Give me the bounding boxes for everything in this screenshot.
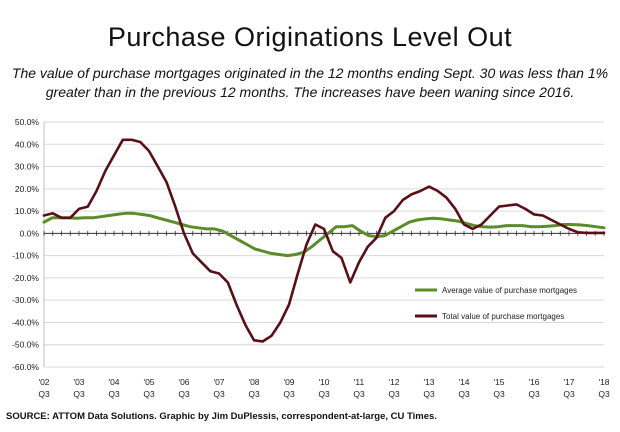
gridlines <box>43 121 605 368</box>
x-tick-quarter: Q3 <box>73 389 85 399</box>
y-tick-label: -10.0% <box>12 251 39 261</box>
chart-subtitle: The value of purchase mortgages originat… <box>11 65 609 100</box>
x-tick-quarter: Q3 <box>283 389 295 399</box>
y-tick-label: 50.0% <box>15 117 40 127</box>
x-tick-year: '02 <box>38 377 49 387</box>
y-tick-label: 30.0% <box>15 162 40 172</box>
x-tick-year: '14 <box>458 377 469 387</box>
x-tick-year: '07 <box>213 377 224 387</box>
x-tick-quarter: Q3 <box>213 389 225 399</box>
legend-label: Average value of purchase mortgages <box>442 286 577 295</box>
x-tick-quarter: Q3 <box>353 389 365 399</box>
y-tick-label: 10.0% <box>15 206 40 216</box>
legend-label: Total value of purchase mortgages <box>442 312 564 321</box>
x-tick-year: '18 <box>598 377 609 387</box>
y-tick-label: 40.0% <box>15 139 40 149</box>
x-tick-year: '17 <box>563 377 574 387</box>
x-tick-quarter: Q3 <box>598 389 610 399</box>
x-axis-ticks: '02 Q3 '03 Q3 '04 Q3 '05 Q3 '06 Q3 '07 Q3 '08 Q3 '09 Q3… <box>38 377 610 399</box>
x-tick-quarter: Q3 <box>423 389 435 399</box>
y-tick-label: -40.0% <box>12 317 39 327</box>
x-tick-year: '10 <box>318 377 329 387</box>
source-note: SOURCE: ATTOM Data Solutions. Graphic by… <box>6 411 437 422</box>
x-tick-year: '11 <box>354 377 365 387</box>
x-tick-quarter: Q3 <box>458 389 470 399</box>
x-tick-year: '16 <box>528 377 539 387</box>
y-axis-ticks: 50.0% 40.0% 30.0% 20.0% 10.0% 0.0% -10.0% -20.0… <box>12 117 39 372</box>
x-tick-year: '09 <box>283 377 294 387</box>
x-tick-quarter: Q3 <box>318 389 330 399</box>
x-tick-year: '04 <box>108 377 119 387</box>
x-tick-year: '08 <box>248 377 259 387</box>
chart-title: Purchase Originations Level Out <box>107 22 513 52</box>
y-tick-label: -30.0% <box>12 295 39 305</box>
y-tick-label: -50.0% <box>12 340 39 350</box>
y-tick-label: 20.0% <box>15 184 40 194</box>
y-tick-label: -20.0% <box>12 273 39 283</box>
x-tick-quarter: Q3 <box>38 389 50 399</box>
x-tick-quarter: Q3 <box>528 389 540 399</box>
x-tick-year: '12 <box>388 377 399 387</box>
x-tick-quarter: Q3 <box>108 389 120 399</box>
series-line-average-value <box>42 211 606 258</box>
x-tick-quarter: Q3 <box>143 389 155 399</box>
x-tick-quarter: Q3 <box>178 389 190 399</box>
x-tick-quarter: Q3 <box>563 389 575 399</box>
x-tick-year: '06 <box>178 377 189 387</box>
x-tick-year: '03 <box>73 377 84 387</box>
x-tick-year: '15 <box>493 377 504 387</box>
y-tick-label: -60.0% <box>12 362 39 372</box>
legend: Average value of purchase mortgages Total… <box>415 286 577 321</box>
x-tick-quarter: Q3 <box>493 389 505 399</box>
x-tick-year: '05 <box>143 377 154 387</box>
x-tick-quarter: Q3 <box>388 389 400 399</box>
y-tick-label: 0.0% <box>20 228 40 238</box>
series-line-total-value <box>42 138 606 343</box>
x-tick-year: '13 <box>423 377 434 387</box>
x-tick-quarter: Q3 <box>248 389 260 399</box>
series-lines <box>42 138 606 343</box>
